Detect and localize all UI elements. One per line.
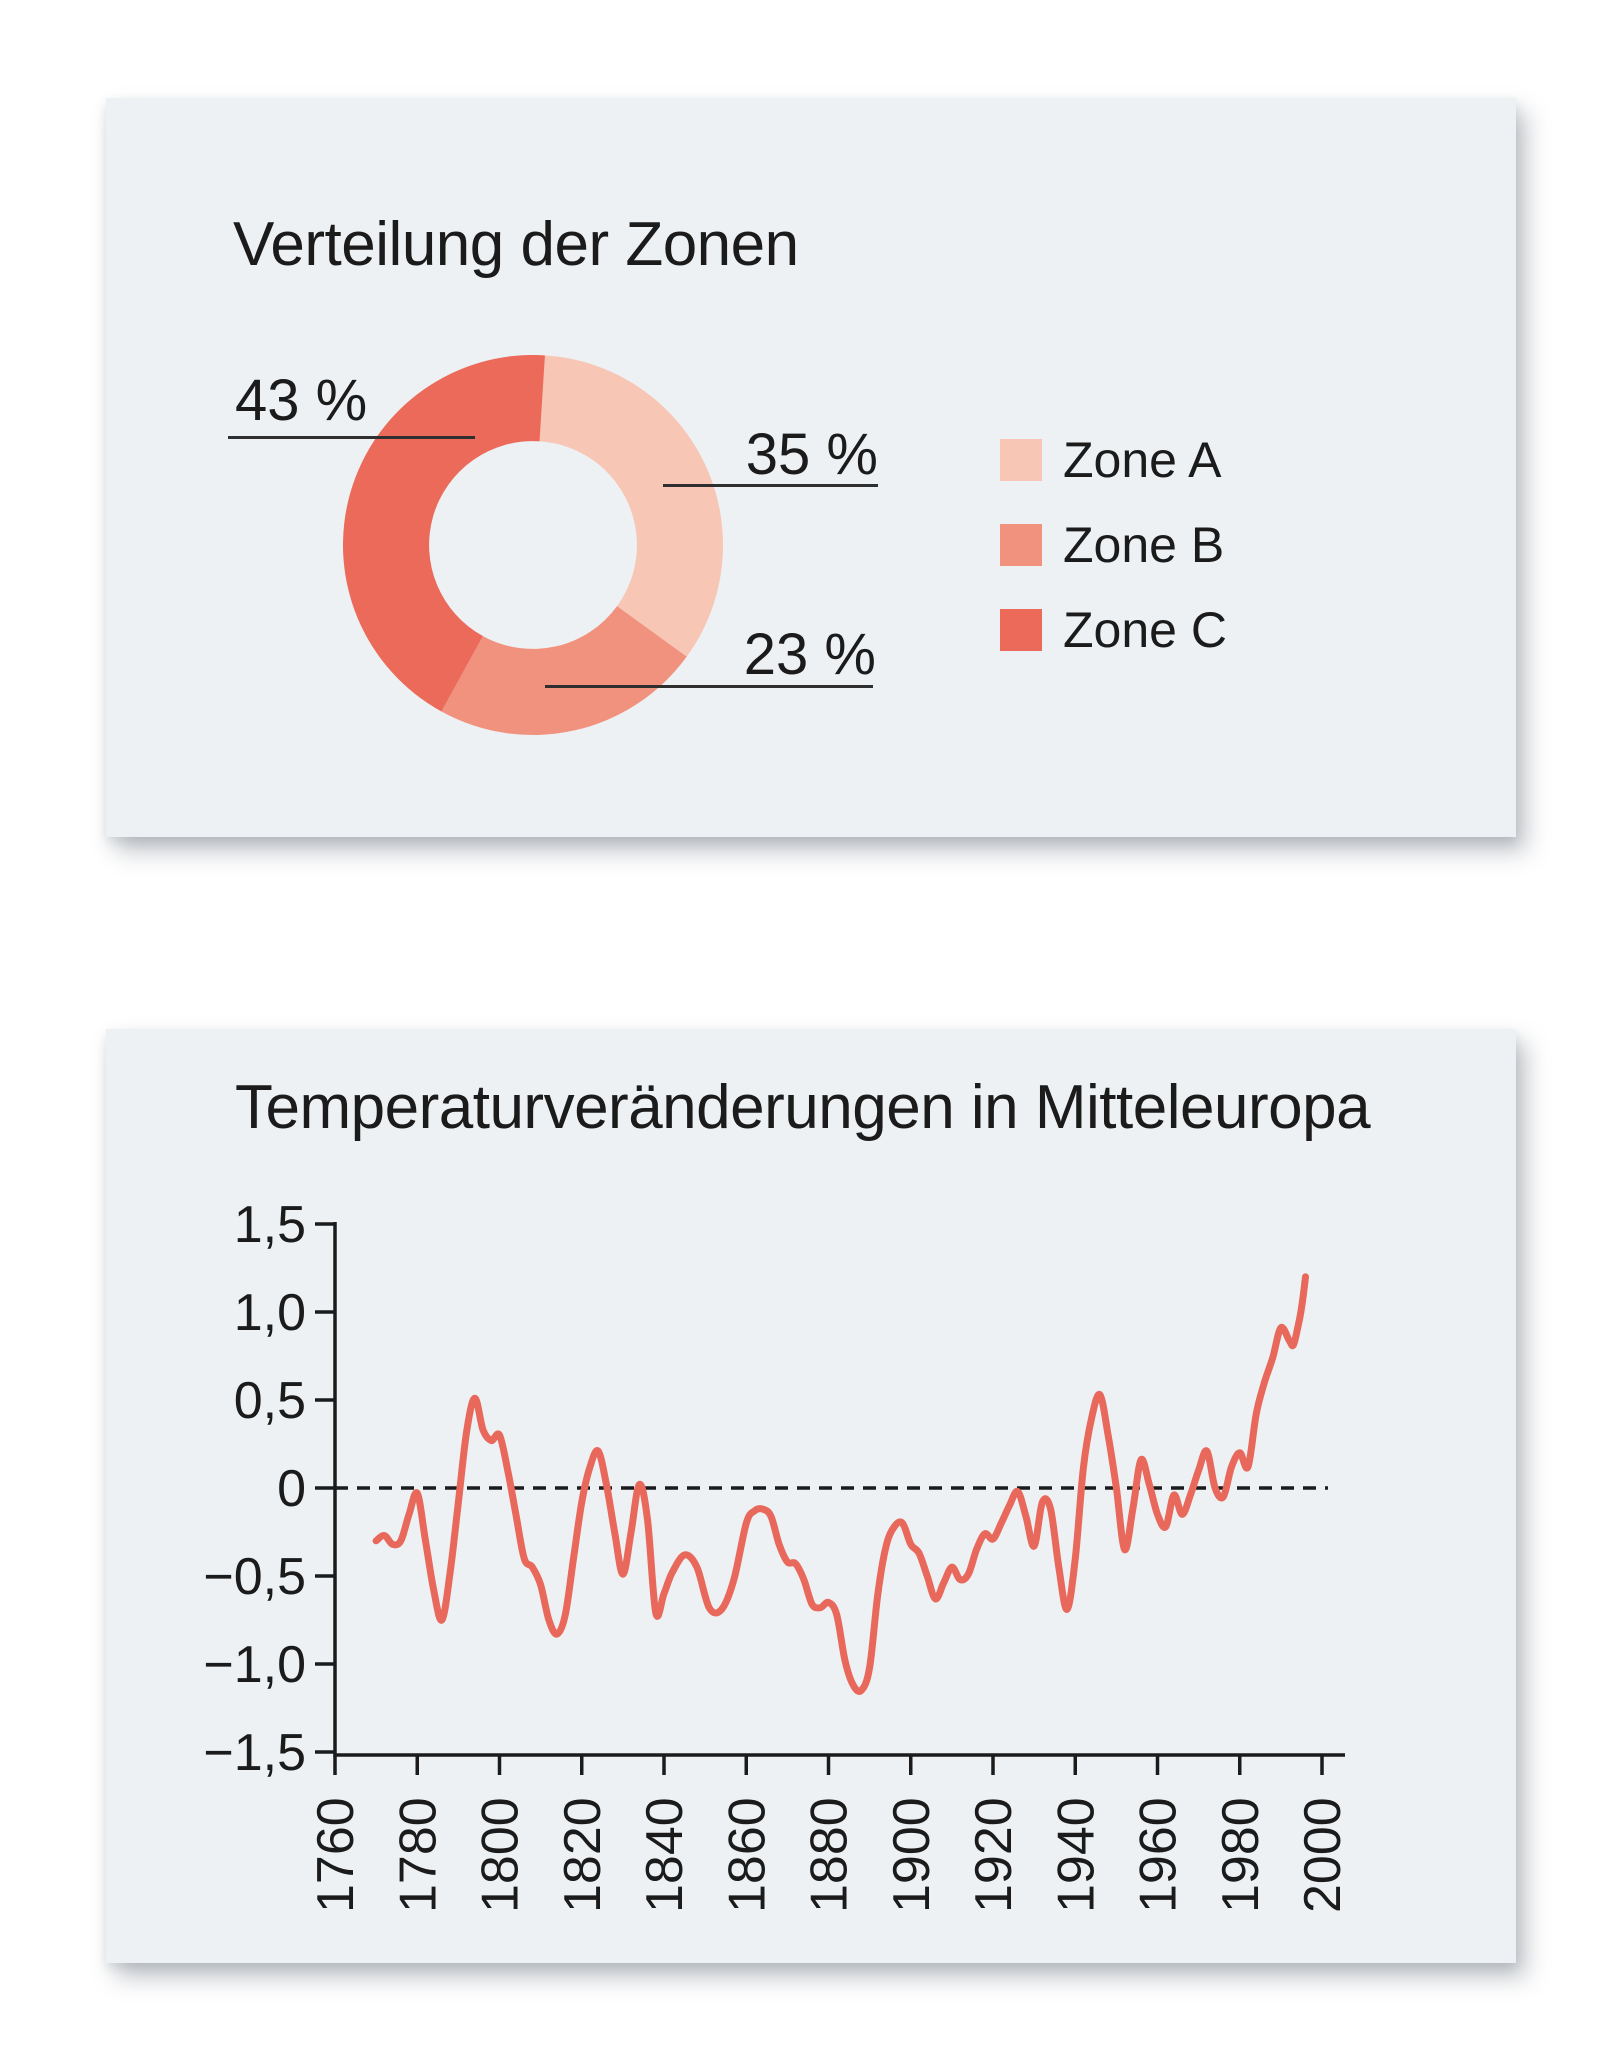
- legend-item-zone-b: Zone B: [1000, 520, 1227, 570]
- pct-label-zone-a: 35 %: [745, 422, 878, 487]
- x-axis-label: 1780: [389, 1797, 447, 1913]
- pct-label-zone-c: 43 %: [235, 368, 368, 433]
- x-axis-label: 1820: [554, 1797, 612, 1913]
- y-axis-label: 0,5: [234, 1372, 306, 1430]
- x-axis-label: 1800: [472, 1797, 530, 1913]
- y-axis-label: 0: [277, 1460, 306, 1518]
- legend-label-zone-a: Zone A: [1063, 432, 1222, 488]
- legend-label-zone-c: Zone C: [1063, 602, 1227, 658]
- legend-swatch-zone-a: [1000, 439, 1042, 481]
- y-axis-label: 1,5: [234, 1196, 306, 1254]
- donut-segment-zone-c: [343, 355, 545, 712]
- x-axis-label: 1760: [307, 1797, 365, 1913]
- donut-chart-card: Verteilung der Zonen 43 % 35 % 23 % Zone…: [106, 98, 1516, 837]
- x-axis-label: 1980: [1212, 1797, 1270, 1913]
- donut-card-title: Verteilung der Zonen: [233, 210, 799, 279]
- legend-label-zone-b: Zone B: [1063, 517, 1225, 573]
- leader-line-zone-c: [228, 436, 475, 439]
- donut-legend: Zone A Zone B Zone C: [1000, 435, 1227, 694]
- x-axis-label: 1920: [965, 1797, 1023, 1913]
- x-axis-label: 1900: [883, 1797, 941, 1913]
- x-axis-label: 1940: [1047, 1797, 1105, 1913]
- legend-swatch-zone-b: [1000, 524, 1042, 566]
- temperature-line: [372, 1273, 1309, 1695]
- y-axis-label: −1,0: [203, 1636, 306, 1694]
- x-axis-label: 1880: [801, 1797, 859, 1913]
- y-axis-label: 1,0: [234, 1284, 306, 1342]
- x-axis-label: 1960: [1130, 1797, 1188, 1913]
- line-card-title: Temperaturveränderungen in Mitteleuropa: [235, 1073, 1371, 1142]
- legend-swatch-zone-c: [1000, 609, 1042, 651]
- y-axis-label: −1,5: [203, 1724, 306, 1782]
- y-axis-label: −0,5: [203, 1548, 306, 1606]
- donut-chart: [343, 355, 723, 735]
- leader-line-zone-b: [545, 685, 873, 688]
- legend-item-zone-a: Zone A: [1000, 435, 1227, 485]
- donut-segment-zone-a: [533, 355, 723, 657]
- leader-line-zone-a: [663, 484, 878, 487]
- pct-label-zone-b: 23 %: [743, 622, 876, 687]
- x-axis-label: 1840: [636, 1797, 694, 1913]
- x-axis-label: 2000: [1294, 1797, 1352, 1913]
- legend-item-zone-c: Zone C: [1000, 605, 1227, 655]
- line-chart-card: Temperaturveränderungen in Mitteleuropa …: [106, 1029, 1516, 1963]
- x-axis-label: 1860: [718, 1797, 776, 1913]
- donut-segment-zone-b: [441, 606, 687, 735]
